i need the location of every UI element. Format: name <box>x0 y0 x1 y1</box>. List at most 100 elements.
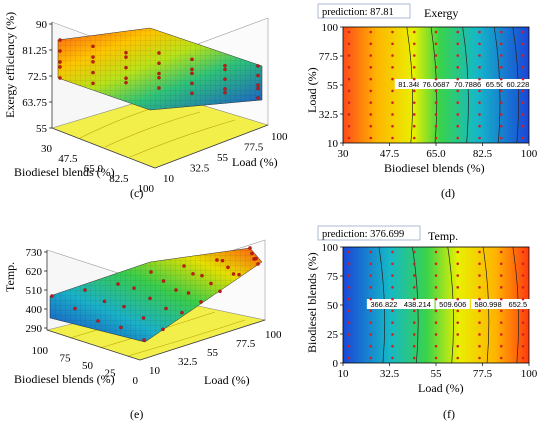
f-design-point <box>347 286 351 289</box>
d-design-point <box>434 42 438 46</box>
d-design-point <box>347 136 351 140</box>
f-contour-label-bg <box>435 299 470 309</box>
d-design-point <box>478 89 481 93</box>
d-design-point <box>478 66 481 69</box>
f-design-point <box>456 274 460 277</box>
panel-c-caption: (c) <box>130 186 143 200</box>
d-contour-label-bg <box>482 79 517 89</box>
d-design-point <box>369 42 373 46</box>
panel-f: 366.822 438.214 509.606 580.998 652.5 10 32.5… <box>305 225 538 421</box>
e-design-point <box>174 288 178 292</box>
e-design-point <box>215 258 219 262</box>
c-design-point <box>91 55 95 59</box>
c-design-point <box>223 87 227 91</box>
c-design-point <box>223 77 227 81</box>
f-design-point <box>478 333 481 336</box>
f-design-point <box>412 250 416 254</box>
d-y-tick-label: 55 <box>327 80 339 92</box>
f-design-point <box>412 333 416 336</box>
panel-f-title: Temp. <box>428 229 458 243</box>
d-design-point <box>347 77 351 81</box>
f-design-point <box>456 262 460 266</box>
f-design-point <box>478 274 481 277</box>
f-contour-label: 438.214 <box>404 300 431 309</box>
e-design-point <box>218 289 222 294</box>
f-design-point <box>499 344 503 348</box>
f-contour-label: 366.822 <box>370 300 397 309</box>
d-design-point <box>369 124 373 128</box>
d-design-point <box>478 124 481 128</box>
f-contour-label-bg <box>505 299 531 309</box>
panel-d-y-label: Load (%) <box>305 67 319 113</box>
e-design-point <box>161 327 165 332</box>
d-design-point <box>499 54 503 57</box>
d-design-point <box>391 30 394 34</box>
panel-d-caption: (d) <box>441 186 455 200</box>
c-design-point <box>58 76 62 80</box>
d-design-point <box>369 30 373 34</box>
panel-e-x-axis <box>46 329 141 361</box>
d-design-point <box>434 77 438 81</box>
d-design-point <box>521 113 525 116</box>
f-design-point <box>347 250 351 254</box>
panel-e: 730 620 510 400 290 100 75 50 25 0 10 32.5 55 77.5 1… <box>3 239 282 421</box>
f-y-tick-label: 50 <box>327 300 339 312</box>
d-design-point <box>521 77 525 81</box>
c-design-point <box>157 76 161 80</box>
c-design-point <box>58 60 62 64</box>
f-y-tick-label: 25 <box>327 329 339 341</box>
c-design-point <box>58 38 62 42</box>
e-design-point <box>119 325 123 330</box>
d-design-point <box>521 124 525 128</box>
e-design-point <box>102 299 107 304</box>
d-design-point <box>391 136 394 140</box>
d-design-point <box>478 101 481 104</box>
c-y-tick-label: 10 <box>163 173 175 185</box>
f-contour-label-bg <box>400 299 435 309</box>
d-design-point <box>347 89 351 93</box>
f-design-point <box>412 262 416 266</box>
d-contour-label: 60.228 <box>506 80 529 89</box>
f-design-point <box>521 344 525 348</box>
f-y-tick-label: 100 <box>322 242 339 254</box>
f-design-point <box>434 274 438 277</box>
e-design-point <box>182 264 186 268</box>
c-design-point <box>256 73 260 78</box>
panel-e-y-label: Load (%) <box>204 373 250 387</box>
c-z-tick-label: 90 <box>36 19 48 31</box>
panel-d-x-label: Biodiesel blends (%) <box>384 161 485 175</box>
d-design-point <box>391 42 394 46</box>
d-design-point <box>412 89 416 93</box>
d-design-point <box>478 42 481 46</box>
e-design-point <box>186 291 191 295</box>
c-design-point <box>256 83 260 87</box>
d-design-point <box>369 101 373 104</box>
f-contour-label-bg <box>366 299 401 309</box>
e-design-point <box>250 251 254 256</box>
f-design-point <box>412 321 416 324</box>
d-contour-label: 81.3489 <box>398 80 425 89</box>
c-y-tick-label: 100 <box>271 131 288 143</box>
f-design-point <box>478 297 481 301</box>
d-y-tick-label: 32.5 <box>319 109 339 121</box>
f-x-tick-label: 77.5 <box>473 368 493 380</box>
e-y-tick-label: 10 <box>149 365 161 377</box>
c-design-point <box>91 70 95 75</box>
f-design-point <box>391 286 394 289</box>
d-design-point <box>478 113 481 116</box>
panel-c-y-axis <box>154 124 269 169</box>
d-design-point <box>369 66 373 69</box>
f-design-point <box>434 286 438 289</box>
c-design-point <box>124 76 128 80</box>
f-design-point <box>499 286 503 289</box>
e-design-point <box>142 338 146 342</box>
d-design-point <box>478 136 481 140</box>
panel-e-surface-mesh <box>50 248 262 342</box>
d-contour-label: 76.0687 <box>422 80 449 89</box>
c-design-point <box>223 67 227 72</box>
d-design-point <box>521 101 525 104</box>
f-design-point <box>412 309 416 313</box>
d-design-point <box>434 113 438 116</box>
f-design-point <box>347 274 351 277</box>
